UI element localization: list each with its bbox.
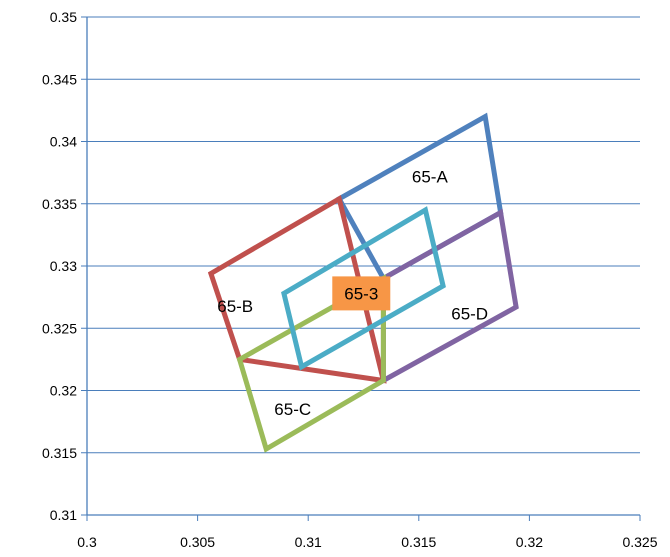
y-tick-label: 0.325	[42, 320, 77, 336]
y-tick-label: 0.32	[50, 383, 77, 399]
axes	[86, 17, 641, 521]
label-65-c: 65-C	[274, 400, 311, 419]
x-tick-label: 0.315	[401, 534, 436, 550]
y-tick-label: 0.315	[42, 445, 77, 461]
label-box-65-3	[332, 276, 391, 311]
series-65-d	[380, 208, 519, 385]
x-tick-label: 0.325	[622, 534, 657, 550]
y-tick-label: 0.345	[42, 71, 77, 87]
y-tick-label: 0.35	[50, 9, 77, 25]
label-65-d: 65-D	[451, 304, 488, 323]
x-tick-label: 0.31	[295, 534, 322, 550]
x-tick-label: 0.32	[516, 534, 543, 550]
series-65-a	[335, 112, 504, 282]
y-tick-label: 0.33	[50, 258, 77, 274]
label-65-a: 65-A	[412, 167, 449, 186]
label-65-b: 65-B	[217, 297, 253, 316]
annotation-layer: 65-A 65-B 65-3 65-D 65-C	[217, 167, 488, 419]
y-tick-label: 0.335	[42, 196, 77, 212]
x-tick-label: 0.305	[180, 534, 215, 550]
y-tick-label: 0.34	[50, 134, 77, 150]
label-65-3: 65-3	[344, 284, 378, 303]
x-tick-label: 0.3	[77, 534, 97, 550]
series-65-3	[281, 206, 446, 371]
tick-labels: 0.31 0.315 0.32 0.325 0.33 0.335 0.34 0.345 0.35…	[42, 9, 658, 550]
grid-lines	[81, 16, 640, 516]
y-tick-label: 0.31	[50, 507, 77, 523]
